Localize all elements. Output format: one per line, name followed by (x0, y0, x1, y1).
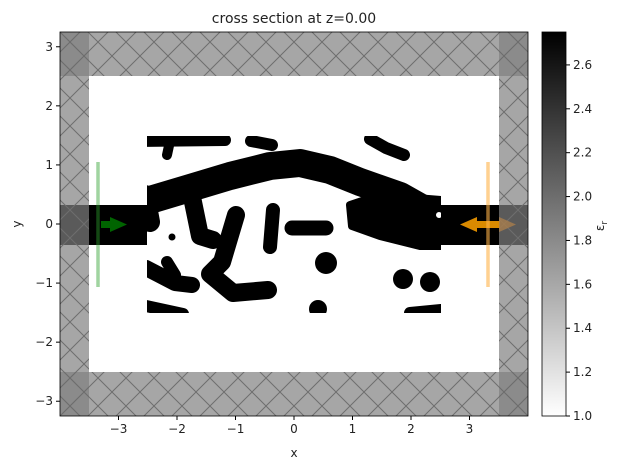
colorbar (541, 31, 567, 417)
colorbar-tick-label: 2.6 (573, 58, 592, 72)
x-tick-label: 3 (466, 422, 474, 436)
colorbar-tick-label: 2.0 (573, 190, 592, 204)
colorbar-tick-label: 1.4 (573, 321, 592, 335)
y-tick-label: 2 (45, 99, 53, 113)
x-axis: −3 −2 −1 0 1 2 3 (110, 416, 474, 436)
colorbar-label: εr (593, 221, 610, 232)
x-axis-label: x (290, 446, 297, 460)
y-tick-label: 3 (45, 40, 53, 54)
colorbar-tick-label: 2.2 (573, 146, 592, 160)
colorbar-tick-label: 1.2 (573, 365, 592, 379)
y-tick-label: 0 (45, 217, 53, 231)
x-tick-label: −3 (110, 422, 128, 436)
x-tick-label: −2 (168, 422, 186, 436)
y-tick-label: 1 (45, 158, 53, 172)
design-region (147, 136, 441, 313)
y-tick-label: −1 (35, 276, 53, 290)
x-tick-label: 2 (407, 422, 415, 436)
colorbar-axis: 1.0 1.2 1.4 1.6 1.8 2.0 2.2 2.4 2.6 (566, 58, 592, 423)
y-axis: −3 −2 −1 0 1 2 3 (35, 40, 60, 408)
x-tick-label: −1 (227, 422, 245, 436)
y-tick-label: −3 (35, 394, 53, 408)
colorbar-tick-label: 1.8 (573, 233, 592, 247)
colorbar-label-sub: r (600, 221, 610, 225)
x-tick-label: 1 (349, 422, 357, 436)
source-direction-arrow-icon (101, 217, 127, 232)
chart-title: cross section at z=0.00 (212, 11, 376, 27)
plot-area (60, 32, 528, 416)
x-tick-label: 0 (290, 422, 298, 436)
colorbar-label-main: ε (593, 225, 607, 232)
colorbar-tick-label: 1.0 (573, 409, 592, 423)
y-axis-label: y (10, 220, 24, 227)
colorbar-tick-label: 2.4 (573, 102, 592, 116)
y-tick-label: −2 (35, 335, 53, 349)
colorbar-tick-label: 1.6 (573, 277, 592, 291)
